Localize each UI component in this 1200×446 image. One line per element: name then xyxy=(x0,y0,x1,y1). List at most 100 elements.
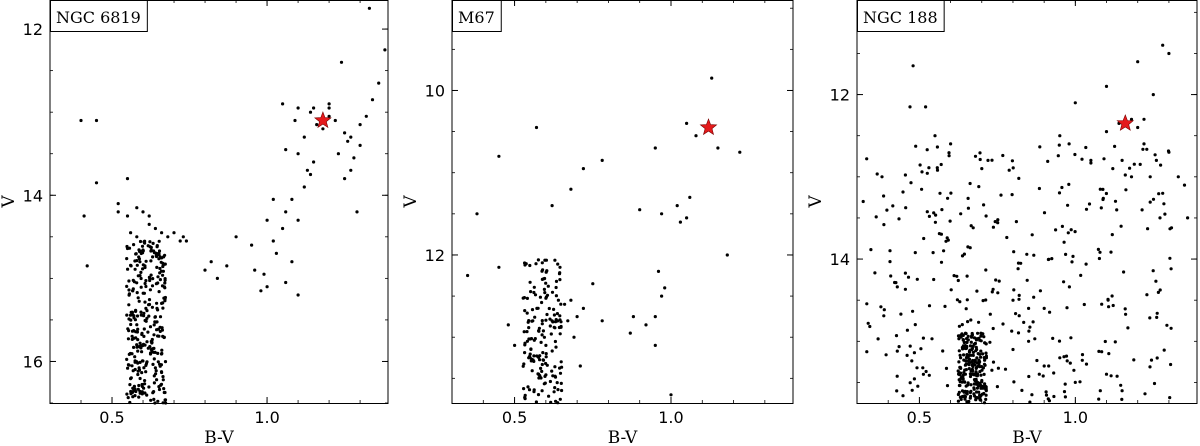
star-point xyxy=(1132,162,1136,166)
star-point xyxy=(921,336,926,340)
star-point xyxy=(1138,162,1142,166)
star-point xyxy=(653,146,657,150)
star-point xyxy=(140,382,144,387)
star-point xyxy=(132,388,136,393)
star-point xyxy=(138,360,142,364)
star-point xyxy=(1080,353,1085,357)
star-point xyxy=(1107,352,1111,356)
panel-title-box: NGC 6819 xyxy=(50,0,148,32)
star-point xyxy=(1016,261,1021,265)
star-point xyxy=(984,393,988,397)
star-point xyxy=(1062,355,1066,359)
star-point xyxy=(970,333,975,337)
star-point xyxy=(152,346,156,350)
star-point xyxy=(152,251,156,255)
star-point xyxy=(556,388,560,392)
star-point xyxy=(140,244,145,248)
star-point xyxy=(157,334,161,338)
star-point xyxy=(145,393,149,397)
star-point xyxy=(569,298,573,302)
star-point xyxy=(133,360,137,364)
star-point xyxy=(135,259,139,263)
star-point xyxy=(963,380,967,384)
star-point xyxy=(957,390,961,394)
star-point xyxy=(976,352,980,356)
star-point xyxy=(958,383,962,388)
star-point xyxy=(955,298,960,302)
star-point xyxy=(924,369,928,374)
star-point xyxy=(523,341,527,345)
star-point xyxy=(957,337,961,341)
star-point xyxy=(540,277,545,281)
star-point xyxy=(922,236,926,241)
star-point xyxy=(1042,364,1046,368)
star-point xyxy=(945,236,949,240)
x-axis-label: B-V xyxy=(608,428,638,446)
star-point xyxy=(965,355,969,359)
star-point xyxy=(932,277,936,282)
star-point xyxy=(137,248,141,252)
star-point xyxy=(154,254,159,259)
star-point xyxy=(128,400,132,405)
star-point xyxy=(343,131,347,135)
panel-m67: 0.5 1.0 10 12 M67 B-V V xyxy=(401,0,794,446)
star-point xyxy=(977,358,981,362)
star-point xyxy=(1142,142,1146,146)
star-point xyxy=(716,146,720,150)
star-point xyxy=(939,260,944,264)
star-point xyxy=(1169,362,1173,367)
star-point xyxy=(539,340,543,344)
highlighted-star-marker xyxy=(1116,114,1135,131)
star-point xyxy=(184,239,188,243)
star-point xyxy=(312,106,316,110)
star-point xyxy=(143,281,147,286)
star-point xyxy=(559,324,563,329)
star-point xyxy=(136,387,140,391)
star-point xyxy=(1016,267,1020,271)
star-point xyxy=(991,360,996,364)
star-point xyxy=(135,291,139,295)
star-point xyxy=(973,154,978,158)
star-point xyxy=(941,349,945,353)
star-point xyxy=(370,98,375,102)
star-point xyxy=(161,378,165,382)
star-point xyxy=(581,167,586,171)
star-point xyxy=(127,279,131,283)
star-point xyxy=(148,325,153,329)
star-point xyxy=(148,352,153,356)
star-point xyxy=(1057,191,1062,195)
x-axis-label: B-V xyxy=(1012,428,1042,446)
star-point xyxy=(129,377,133,381)
star-point xyxy=(364,114,368,118)
star-point xyxy=(540,362,544,367)
star-point xyxy=(908,381,912,385)
star-point xyxy=(937,232,942,236)
star-point xyxy=(710,76,714,80)
star-point xyxy=(160,284,165,288)
star-point xyxy=(1073,101,1077,105)
star-point xyxy=(149,245,153,250)
star-point xyxy=(1115,208,1119,212)
star-point xyxy=(888,260,892,264)
star-point xyxy=(1161,191,1165,195)
star-point xyxy=(533,315,537,319)
star-point xyxy=(959,356,963,360)
star-point xyxy=(160,348,164,352)
y-tick-label: 14 xyxy=(23,186,43,205)
plot-frame xyxy=(451,0,794,404)
star-point xyxy=(336,152,340,156)
star-point xyxy=(1038,289,1042,293)
star-points xyxy=(466,76,742,405)
star-point xyxy=(127,288,131,292)
star-point xyxy=(981,299,985,303)
star-point xyxy=(1166,149,1171,153)
star-point xyxy=(1101,187,1105,191)
star-point xyxy=(79,118,83,123)
star-point xyxy=(234,235,238,239)
star-point xyxy=(152,381,156,385)
star-point xyxy=(1168,227,1172,231)
star-point xyxy=(377,81,381,85)
star-point xyxy=(1132,358,1136,362)
star-point xyxy=(546,284,550,288)
